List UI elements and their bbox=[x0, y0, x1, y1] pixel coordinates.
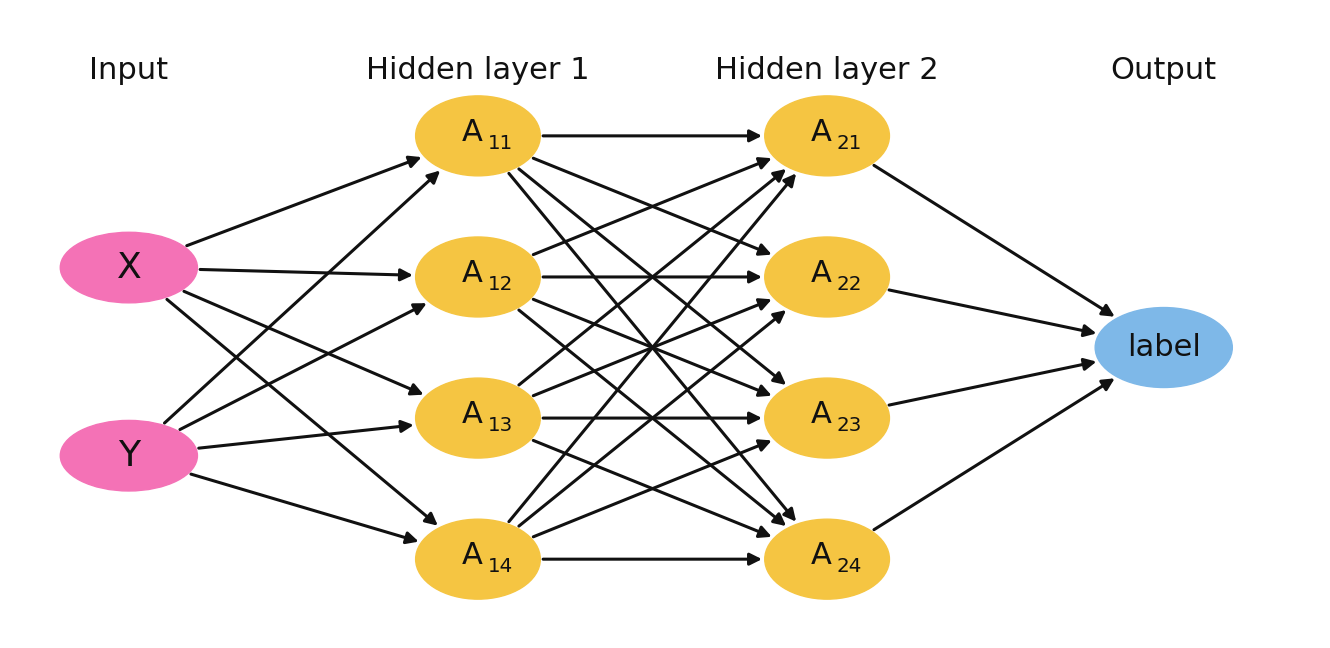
Text: X: X bbox=[117, 251, 141, 284]
Text: 24: 24 bbox=[837, 557, 862, 576]
Text: A: A bbox=[810, 259, 831, 288]
Ellipse shape bbox=[765, 96, 890, 176]
Text: Hidden layer 2: Hidden layer 2 bbox=[716, 56, 939, 84]
Text: label: label bbox=[1127, 333, 1201, 362]
Ellipse shape bbox=[765, 237, 890, 317]
Text: A: A bbox=[810, 400, 831, 429]
Text: Input: Input bbox=[89, 56, 169, 84]
Text: 13: 13 bbox=[488, 416, 513, 435]
Text: 12: 12 bbox=[488, 275, 513, 294]
Ellipse shape bbox=[765, 519, 890, 599]
Text: Output: Output bbox=[1111, 56, 1217, 84]
Text: A: A bbox=[462, 541, 483, 570]
Ellipse shape bbox=[416, 237, 540, 317]
Text: A: A bbox=[810, 541, 831, 570]
Ellipse shape bbox=[416, 96, 540, 176]
Ellipse shape bbox=[416, 519, 540, 599]
Text: A: A bbox=[462, 117, 483, 146]
Text: 14: 14 bbox=[488, 557, 513, 576]
Text: Y: Y bbox=[118, 439, 140, 472]
Ellipse shape bbox=[60, 421, 197, 491]
Text: Hidden layer 1: Hidden layer 1 bbox=[366, 56, 589, 84]
Text: 21: 21 bbox=[837, 134, 862, 153]
Ellipse shape bbox=[765, 378, 890, 458]
Text: A: A bbox=[462, 259, 483, 288]
Text: 22: 22 bbox=[837, 275, 862, 294]
Text: 11: 11 bbox=[488, 134, 513, 153]
Ellipse shape bbox=[416, 378, 540, 458]
Text: 23: 23 bbox=[837, 416, 862, 435]
Ellipse shape bbox=[1095, 308, 1233, 388]
Ellipse shape bbox=[60, 232, 197, 303]
Text: A: A bbox=[462, 400, 483, 429]
Text: A: A bbox=[810, 117, 831, 146]
